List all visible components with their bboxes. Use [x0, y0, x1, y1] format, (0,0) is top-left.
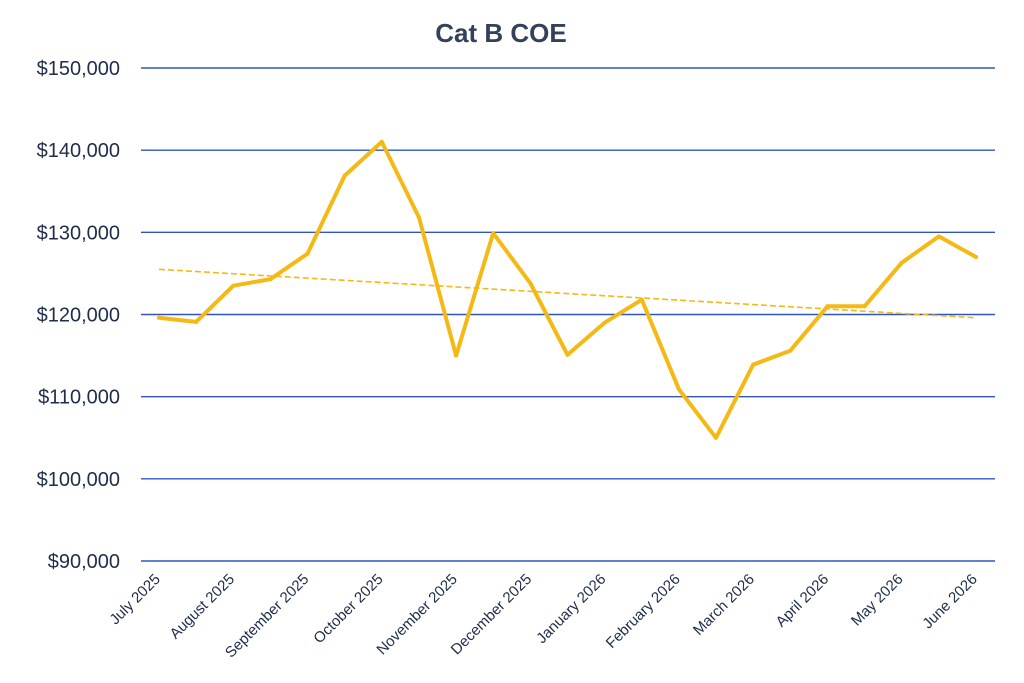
data-point	[528, 281, 533, 286]
data-point	[231, 283, 236, 288]
x-tick-label: March 2026	[690, 571, 758, 639]
data-point	[714, 435, 718, 440]
data-point	[379, 139, 384, 144]
trendline-group	[158, 268, 977, 319]
x-tick-label: April 2026	[772, 571, 832, 631]
y-tick-label: $90,000	[48, 551, 120, 573]
data-point	[194, 319, 199, 324]
data-point	[342, 173, 347, 178]
trendline	[158, 268, 977, 319]
data-point	[788, 348, 793, 353]
x-tick-label: February 2026	[603, 571, 684, 652]
data-point	[602, 320, 607, 325]
y-tick-label: $100,000	[37, 469, 120, 491]
grid	[141, 67, 995, 562]
data-point	[454, 353, 459, 358]
data-point	[899, 260, 904, 265]
x-tick-label: October 2025	[310, 571, 386, 647]
series-group	[157, 139, 978, 440]
y-tick-label: $120,000	[37, 305, 120, 327]
data-point	[417, 215, 421, 220]
x-tick-label: May 2026	[848, 571, 907, 630]
data-point	[491, 231, 496, 236]
data-point	[157, 315, 161, 320]
data-point	[268, 277, 273, 282]
y-tick-label: $150,000	[37, 58, 120, 80]
data-point	[676, 387, 681, 392]
series-line	[157, 139, 978, 440]
x-tick-label: June 2026	[919, 571, 981, 633]
y-axis: $90,000 $100,000 $110,000 $120,000 $130,000 $…	[37, 58, 120, 573]
data-point	[751, 362, 756, 367]
x-tick-label: July 2025	[106, 571, 163, 628]
x-tick-label: January 2026	[533, 571, 609, 647]
data-point	[862, 304, 867, 309]
x-tick-label: August 2025	[167, 571, 239, 643]
y-tick-label: $130,000	[37, 222, 120, 244]
y-tick-label: $140,000	[37, 140, 120, 162]
data-point	[974, 255, 978, 259]
data-point	[305, 251, 310, 256]
y-tick-label: $110,000	[38, 387, 120, 409]
x-tick-label: December 2025	[448, 571, 535, 658]
data-point	[639, 297, 644, 302]
chart-title: Cat B COE	[435, 18, 566, 48]
data-point	[936, 234, 941, 239]
data-point	[565, 352, 570, 357]
data-point	[825, 304, 830, 309]
